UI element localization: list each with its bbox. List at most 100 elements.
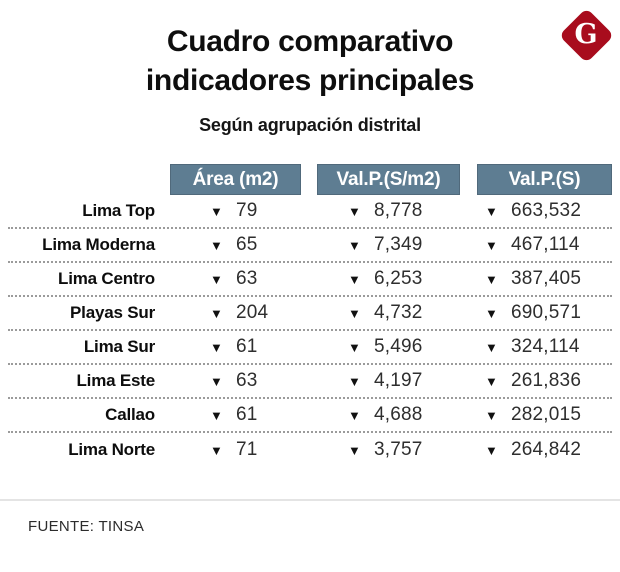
cell-value: 61 (236, 404, 258, 425)
footer-divider (0, 499, 620, 501)
table-row: Lima Top ▼ 79 ▼ 8,778 ▼ 663,532 (8, 195, 612, 229)
cell-value: 282,015 (511, 404, 582, 425)
source-credit: FUENTE: TINSA (28, 518, 145, 535)
page-subtitle: Según agrupación distrital (199, 115, 421, 135)
table-cell: ▼ 3,757 (317, 439, 477, 461)
table-cell: ▼ 467,114 (477, 234, 612, 256)
table-cell: ▼ 261,836 (477, 370, 612, 392)
down-arrow-icon: ▼ (348, 442, 361, 458)
cell-value: 387,405 (511, 268, 582, 289)
down-arrow-icon: ▼ (210, 237, 223, 253)
cell-value: 4,732 (374, 302, 423, 323)
down-arrow-icon: ▼ (210, 305, 223, 321)
cell-value: 264,842 (511, 439, 582, 460)
row-label: Lima Moderna (42, 235, 155, 254)
table-cell: ▼ 63 (162, 268, 317, 290)
table-cell: ▼ 204 (162, 302, 317, 324)
gestion-logo: G (557, 6, 615, 64)
down-arrow-icon: ▼ (210, 442, 223, 458)
table-cell: ▼ 79 (162, 200, 317, 222)
table-cell: ▼ 4,732 (317, 302, 477, 324)
cell-value: 4,688 (374, 404, 423, 425)
table-header-row: Área (m2) Val.P.(S/m2) Val.P.(S) (0, 164, 620, 195)
table-cell: ▼ 324,114 (477, 336, 612, 358)
cell-value: 467,114 (511, 234, 580, 255)
table-cell: ▼ 8,778 (317, 200, 477, 222)
down-arrow-icon: ▼ (210, 271, 223, 287)
cell-value: 4,197 (374, 370, 423, 391)
down-arrow-icon: ▼ (348, 339, 361, 355)
cell-value: 324,114 (511, 336, 580, 357)
table-row: Lima Moderna ▼ 65 ▼ 7,349 ▼ 467,114 (8, 229, 612, 263)
table-cell: ▼ 71 (162, 439, 317, 461)
cell-value: 79 (236, 200, 258, 221)
down-arrow-icon: ▼ (348, 305, 361, 321)
cell-value: 5,496 (374, 336, 423, 357)
table-row: Lima Sur ▼ 61 ▼ 5,496 ▼ 324,114 (8, 331, 612, 365)
cell-value: 61 (236, 336, 258, 357)
table-cell: ▼ 6,253 (317, 268, 477, 290)
cell-value: 63 (236, 370, 258, 391)
down-arrow-icon: ▼ (348, 271, 361, 287)
table-cell: ▼ 387,405 (477, 268, 612, 290)
table-row: Lima Este ▼ 63 ▼ 4,197 ▼ 261,836 (8, 365, 612, 399)
table-cell: ▼ 264,842 (477, 439, 612, 461)
row-label: Lima Este (76, 371, 155, 390)
table-row: Lima Norte ▼ 71 ▼ 3,757 ▼ 264,842 (8, 433, 612, 467)
table-cell: ▼ 5,496 (317, 336, 477, 358)
table-cell: ▼ 63 (162, 370, 317, 392)
table-row: Playas Sur ▼ 204 ▼ 4,732 ▼ 690,571 (8, 297, 612, 331)
title-line-1: Cuadro comparativo (166, 25, 454, 58)
cell-value: 65 (236, 234, 258, 255)
row-label: Lima Norte (68, 440, 155, 459)
down-arrow-icon: ▼ (348, 373, 361, 389)
table-cell: ▼ 7,349 (317, 234, 477, 256)
table-cell: ▼ 690,571 (477, 302, 612, 324)
down-arrow-icon: ▼ (485, 271, 498, 287)
cell-value: 6,253 (374, 268, 423, 289)
cell-value: 8,778 (374, 200, 423, 221)
down-arrow-icon: ▼ (485, 339, 498, 355)
down-arrow-icon: ▼ (485, 203, 498, 219)
row-label: Lima Sur (83, 337, 155, 356)
page-title: Cuadro comparativo indicadores principal… (0, 0, 620, 100)
column-header-area: Área (m2) (170, 164, 301, 195)
column-header-valp-sm2: Val.P.(S/m2) (317, 164, 460, 195)
table-cell: ▼ 65 (162, 234, 317, 256)
table-cell: ▼ 61 (162, 336, 317, 358)
row-label: Playas Sur (70, 303, 155, 322)
row-label: Callao (105, 405, 155, 424)
down-arrow-icon: ▼ (485, 373, 498, 389)
down-arrow-icon: ▼ (485, 305, 498, 321)
table-cell: ▼ 4,197 (317, 370, 477, 392)
table-body: Lima Top ▼ 79 ▼ 8,778 ▼ 663,532 Lima Modern… (0, 195, 620, 467)
cell-value: 3,757 (374, 439, 423, 460)
logo-letter: G (574, 18, 598, 50)
table-row: Callao ▼ 61 ▼ 4,688 ▼ 282,015 (8, 399, 612, 433)
down-arrow-icon: ▼ (485, 407, 498, 423)
table-cell: ▼ 663,532 (477, 200, 612, 222)
cell-value: 690,571 (511, 302, 582, 323)
down-arrow-icon: ▼ (348, 237, 361, 253)
title-line-2: indicadores principales (145, 64, 475, 97)
cell-value: 71 (236, 439, 258, 460)
cell-value: 63 (236, 268, 258, 289)
row-label: Lima Top (82, 201, 155, 220)
down-arrow-icon: ▼ (210, 373, 223, 389)
down-arrow-icon: ▼ (485, 442, 498, 458)
down-arrow-icon: ▼ (348, 203, 361, 219)
comparison-table: Área (m2) Val.P.(S/m2) Val.P.(S) Lima To… (0, 164, 620, 467)
down-arrow-icon: ▼ (210, 407, 223, 423)
column-header-valp-s: Val.P.(S) (477, 164, 612, 195)
table-row: Lima Centro ▼ 63 ▼ 6,253 ▼ 387,405 (8, 263, 612, 297)
down-arrow-icon: ▼ (348, 407, 361, 423)
cell-value: 663,532 (511, 200, 582, 221)
table-cell: ▼ 4,688 (317, 404, 477, 426)
cell-value: 7,349 (374, 234, 423, 255)
down-arrow-icon: ▼ (210, 339, 223, 355)
cell-value: 261,836 (511, 370, 582, 391)
cell-value: 204 (236, 302, 269, 323)
down-arrow-icon: ▼ (485, 237, 498, 253)
table-cell: ▼ 282,015 (477, 404, 612, 426)
